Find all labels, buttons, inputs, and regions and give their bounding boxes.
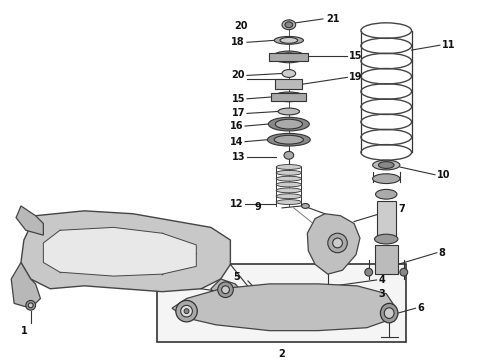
Text: 20: 20: [231, 71, 245, 80]
Ellipse shape: [274, 36, 303, 44]
Text: 13: 13: [231, 152, 245, 162]
Text: 9: 9: [255, 202, 262, 212]
Bar: [271, 93, 306, 101]
Ellipse shape: [284, 152, 294, 159]
Text: 20: 20: [234, 21, 248, 31]
Polygon shape: [307, 214, 360, 274]
Text: 10: 10: [437, 170, 450, 180]
Text: 5: 5: [233, 272, 240, 282]
Text: 8: 8: [439, 248, 446, 258]
Ellipse shape: [221, 286, 229, 294]
Polygon shape: [172, 284, 396, 330]
Ellipse shape: [285, 22, 293, 28]
Text: 6: 6: [417, 303, 424, 313]
Ellipse shape: [218, 282, 233, 297]
Bar: [374, 245, 398, 274]
Ellipse shape: [268, 134, 310, 146]
Ellipse shape: [372, 174, 400, 184]
Ellipse shape: [276, 176, 301, 181]
Ellipse shape: [372, 160, 400, 170]
Text: 2: 2: [278, 349, 285, 359]
Text: 11: 11: [442, 40, 455, 50]
Ellipse shape: [333, 238, 343, 248]
Bar: [275, 79, 302, 89]
Ellipse shape: [276, 182, 301, 187]
Ellipse shape: [274, 135, 303, 144]
Ellipse shape: [272, 51, 305, 63]
Polygon shape: [16, 206, 43, 235]
Ellipse shape: [273, 92, 304, 102]
Bar: [376, 201, 396, 238]
Ellipse shape: [26, 301, 36, 310]
Polygon shape: [11, 262, 41, 308]
Ellipse shape: [280, 37, 297, 43]
Ellipse shape: [321, 293, 335, 306]
Ellipse shape: [365, 268, 372, 276]
Text: 17: 17: [231, 108, 245, 118]
Polygon shape: [21, 211, 230, 292]
Ellipse shape: [276, 200, 301, 204]
Ellipse shape: [184, 309, 189, 314]
Ellipse shape: [400, 268, 408, 276]
Text: 16: 16: [229, 121, 243, 131]
Text: 3: 3: [378, 289, 385, 299]
Ellipse shape: [269, 117, 309, 131]
Ellipse shape: [378, 162, 394, 168]
Ellipse shape: [276, 194, 301, 199]
Ellipse shape: [374, 234, 398, 244]
Ellipse shape: [380, 303, 398, 323]
Ellipse shape: [282, 20, 295, 30]
Text: 14: 14: [229, 137, 243, 147]
Ellipse shape: [324, 285, 331, 290]
Text: 12: 12: [229, 199, 243, 209]
Ellipse shape: [278, 108, 299, 115]
Ellipse shape: [276, 165, 301, 170]
Ellipse shape: [301, 203, 309, 208]
Text: 4: 4: [378, 275, 385, 285]
Text: 15: 15: [231, 94, 245, 104]
Polygon shape: [211, 279, 248, 311]
Ellipse shape: [276, 170, 301, 175]
Text: 21: 21: [326, 14, 340, 24]
Ellipse shape: [328, 233, 347, 253]
Text: 7: 7: [398, 204, 405, 214]
Text: 1: 1: [21, 326, 27, 336]
Ellipse shape: [28, 303, 33, 308]
Ellipse shape: [181, 305, 193, 317]
Ellipse shape: [275, 119, 302, 129]
Ellipse shape: [176, 301, 197, 322]
Ellipse shape: [384, 308, 394, 319]
Ellipse shape: [375, 189, 397, 199]
Text: 19: 19: [349, 72, 363, 82]
Bar: [157, 264, 406, 342]
Ellipse shape: [282, 69, 295, 77]
Ellipse shape: [276, 188, 301, 193]
Text: 18: 18: [231, 37, 245, 47]
Ellipse shape: [278, 53, 299, 61]
Polygon shape: [43, 228, 196, 276]
Bar: [270, 53, 308, 61]
Ellipse shape: [324, 296, 332, 303]
Text: 15: 15: [349, 51, 363, 61]
